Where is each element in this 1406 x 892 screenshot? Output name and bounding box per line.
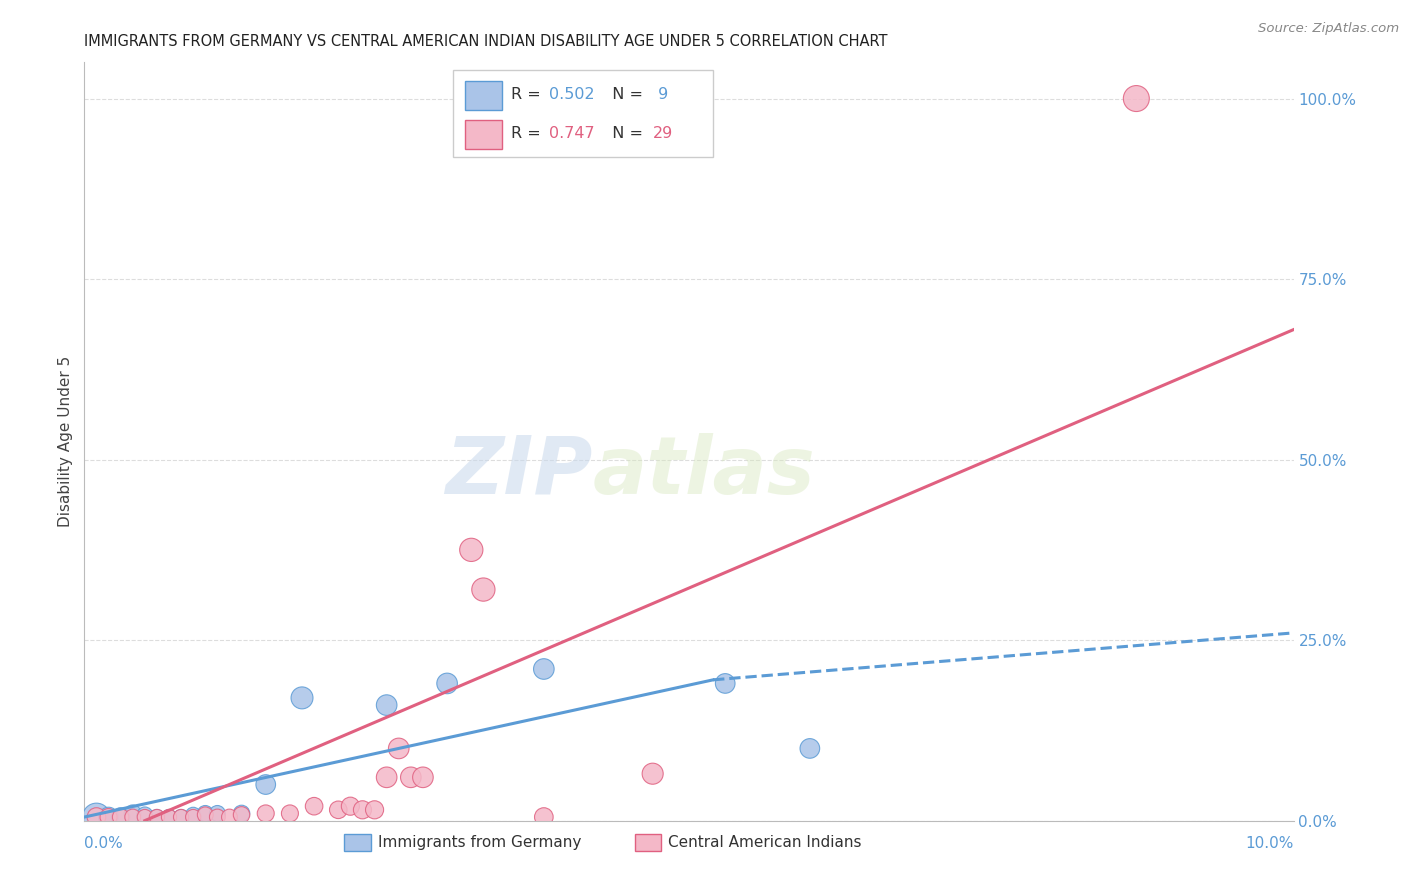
- Point: [146, 810, 169, 824]
- Point: [533, 662, 555, 676]
- Text: 0.502: 0.502: [548, 87, 595, 102]
- Point: [460, 542, 482, 557]
- Point: [339, 799, 361, 814]
- Point: [254, 778, 277, 792]
- Text: Source: ZipAtlas.com: Source: ZipAtlas.com: [1258, 22, 1399, 36]
- Point: [134, 808, 156, 822]
- Point: [121, 806, 143, 821]
- Point: [412, 770, 434, 784]
- Point: [436, 676, 458, 690]
- Text: Immigrants from Germany: Immigrants from Germany: [378, 835, 582, 850]
- Text: 0.0%: 0.0%: [84, 836, 124, 851]
- FancyBboxPatch shape: [453, 70, 713, 157]
- Text: N =: N =: [602, 87, 648, 102]
- Text: N =: N =: [602, 126, 648, 141]
- Point: [181, 808, 204, 822]
- Point: [194, 808, 217, 822]
- Point: [146, 810, 169, 824]
- Text: ZIP: ZIP: [444, 433, 592, 511]
- Point: [714, 676, 737, 690]
- Point: [388, 741, 411, 756]
- FancyBboxPatch shape: [465, 81, 502, 110]
- Point: [157, 810, 180, 824]
- Point: [110, 810, 132, 824]
- Point: [254, 806, 277, 821]
- Point: [97, 810, 120, 824]
- Text: R =: R =: [512, 126, 546, 141]
- Point: [641, 766, 664, 780]
- Point: [302, 799, 325, 814]
- Text: 0.747: 0.747: [548, 126, 595, 141]
- Text: 9: 9: [652, 87, 668, 102]
- Point: [181, 810, 204, 824]
- Point: [170, 810, 193, 824]
- Text: 10.0%: 10.0%: [1246, 836, 1294, 851]
- Text: IMMIGRANTS FROM GERMANY VS CENTRAL AMERICAN INDIAN DISABILITY AGE UNDER 5 CORREL: IMMIGRANTS FROM GERMANY VS CENTRAL AMERI…: [84, 34, 887, 49]
- FancyBboxPatch shape: [634, 834, 661, 851]
- Point: [278, 806, 301, 821]
- FancyBboxPatch shape: [465, 120, 502, 149]
- Point: [533, 810, 555, 824]
- Point: [134, 810, 156, 824]
- Text: 29: 29: [652, 126, 673, 141]
- Point: [1125, 91, 1147, 105]
- Point: [472, 582, 495, 597]
- Point: [110, 810, 132, 824]
- Point: [121, 810, 143, 824]
- Point: [86, 810, 108, 824]
- Point: [328, 803, 350, 817]
- Point: [375, 698, 398, 712]
- Point: [363, 803, 385, 817]
- Text: atlas: atlas: [592, 433, 815, 511]
- Point: [375, 770, 398, 784]
- Point: [157, 810, 180, 824]
- Y-axis label: Disability Age Under 5: Disability Age Under 5: [58, 356, 73, 527]
- Point: [218, 810, 240, 824]
- Point: [86, 810, 108, 824]
- Point: [170, 810, 193, 824]
- FancyBboxPatch shape: [344, 834, 371, 851]
- Point: [194, 806, 217, 821]
- Point: [291, 690, 314, 705]
- Point: [97, 810, 120, 824]
- Text: Central American Indians: Central American Indians: [668, 835, 862, 850]
- Point: [231, 806, 253, 821]
- Text: R =: R =: [512, 87, 546, 102]
- Point: [231, 808, 253, 822]
- Point: [207, 810, 229, 824]
- Point: [207, 806, 229, 821]
- Point: [399, 770, 422, 784]
- Point: [352, 803, 374, 817]
- Point: [799, 741, 821, 756]
